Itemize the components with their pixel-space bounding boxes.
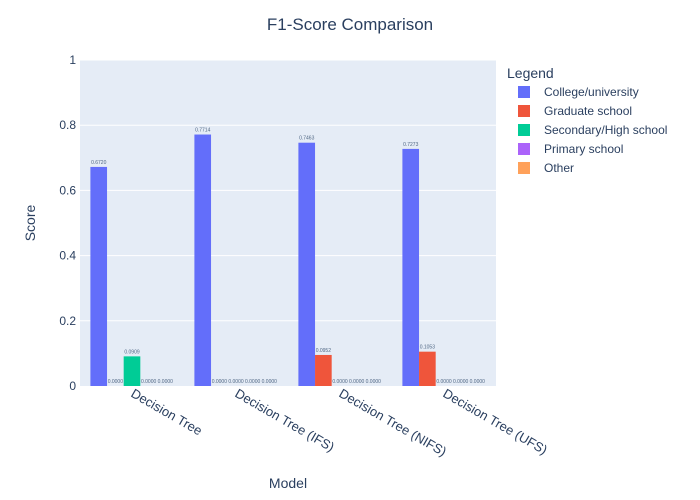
legend: Legend College/university Graduate school… xyxy=(507,65,667,175)
x-tick-label: Decision Tree (UFS) xyxy=(441,386,550,458)
gridlines xyxy=(80,59,496,322)
legend-swatch[interactable] xyxy=(518,105,530,117)
legend-item-label[interactable]: Primary school xyxy=(544,142,623,156)
bar-value-label: 0.0000 xyxy=(366,379,382,385)
y-tick-label: 0.4 xyxy=(59,249,76,263)
y-axis-ticks: 0 0.2 0.4 0.6 0.8 1 xyxy=(59,53,76,393)
legend-swatch[interactable] xyxy=(518,86,530,98)
bars xyxy=(90,134,436,386)
bar xyxy=(402,148,420,386)
legend-title: Legend xyxy=(507,65,554,81)
bar-value-label: 0.7273 xyxy=(403,142,419,148)
bar-value-label: 0.0000 xyxy=(436,379,452,385)
bar-value-label: 0.0000 xyxy=(332,379,348,385)
bar-value-label: 0.0000 xyxy=(228,379,244,385)
x-tick-label: Decision Tree (NIFS) xyxy=(337,386,450,460)
legend-swatch[interactable] xyxy=(518,162,530,174)
bar-value-label: 0.0000 xyxy=(108,379,124,385)
bar-value-label: 0.0000 xyxy=(158,379,174,385)
chart-title: F1-Score Comparison xyxy=(267,15,433,34)
bar xyxy=(315,354,332,386)
x-axis-label: Model xyxy=(269,475,307,491)
bar-value-label: 0.0000 xyxy=(453,379,469,385)
y-tick-label: 1 xyxy=(69,53,76,67)
x-tick-label: Decision Tree (IFS) xyxy=(233,386,337,455)
y-tick-label: 0.8 xyxy=(59,118,76,132)
bar-value-label: 0.0909 xyxy=(124,349,140,355)
bar xyxy=(194,134,212,386)
bar xyxy=(419,351,436,386)
y-tick-label: 0.6 xyxy=(59,183,76,197)
legend-items: College/university Graduate school Seconda… xyxy=(518,85,667,175)
legend-swatch[interactable] xyxy=(518,143,530,155)
bar-value-label: 0.0952 xyxy=(316,348,332,354)
bar-value-label: 0.7463 xyxy=(299,136,315,142)
bar xyxy=(90,166,108,386)
bar-value-label: 0.1053 xyxy=(420,345,436,351)
x-tick-label: Decision Tree xyxy=(129,386,205,439)
bar-value-label: 0.0000 xyxy=(141,379,157,385)
legend-item-label[interactable]: College/university xyxy=(544,85,639,99)
bar xyxy=(123,356,141,386)
bar-value-label: 0.0000 xyxy=(245,379,261,385)
bar-value-label: 0.7714 xyxy=(195,128,211,134)
y-tick-label: 0 xyxy=(69,379,76,393)
legend-item-label[interactable]: Secondary/High school xyxy=(544,123,667,137)
legend-swatch[interactable] xyxy=(518,124,530,136)
legend-item-label[interactable]: Other xyxy=(544,161,574,175)
legend-item-label[interactable]: Graduate school xyxy=(544,104,632,118)
y-axis-label: Score xyxy=(22,205,38,242)
plot-area xyxy=(80,60,496,386)
bar-value-label: 0.0000 xyxy=(212,379,228,385)
x-axis-ticks: Decision Tree Decision Tree (IFS) Decision… xyxy=(129,386,550,460)
bar-value-label: 0.0000 xyxy=(262,379,278,385)
bar-value-label: 0.0000 xyxy=(470,379,486,385)
bar-value-label: 0.6720 xyxy=(91,160,107,166)
bar xyxy=(298,142,316,386)
y-tick-label: 0.2 xyxy=(59,314,76,328)
bar-value-label: 0.0000 xyxy=(349,379,365,385)
